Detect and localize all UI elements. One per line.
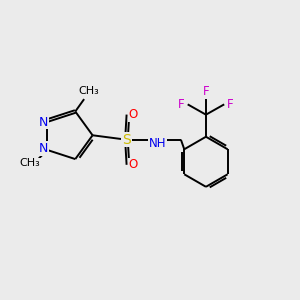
Text: O: O bbox=[129, 158, 138, 171]
Text: S: S bbox=[122, 133, 131, 147]
Text: F: F bbox=[202, 85, 209, 98]
Text: F: F bbox=[227, 98, 234, 111]
Text: F: F bbox=[178, 98, 184, 111]
Text: N: N bbox=[39, 116, 49, 128]
Text: NH: NH bbox=[148, 137, 166, 150]
Text: O: O bbox=[129, 108, 138, 121]
Text: CH₃: CH₃ bbox=[79, 86, 100, 97]
Text: CH₃: CH₃ bbox=[19, 158, 40, 168]
Text: N: N bbox=[39, 142, 49, 155]
